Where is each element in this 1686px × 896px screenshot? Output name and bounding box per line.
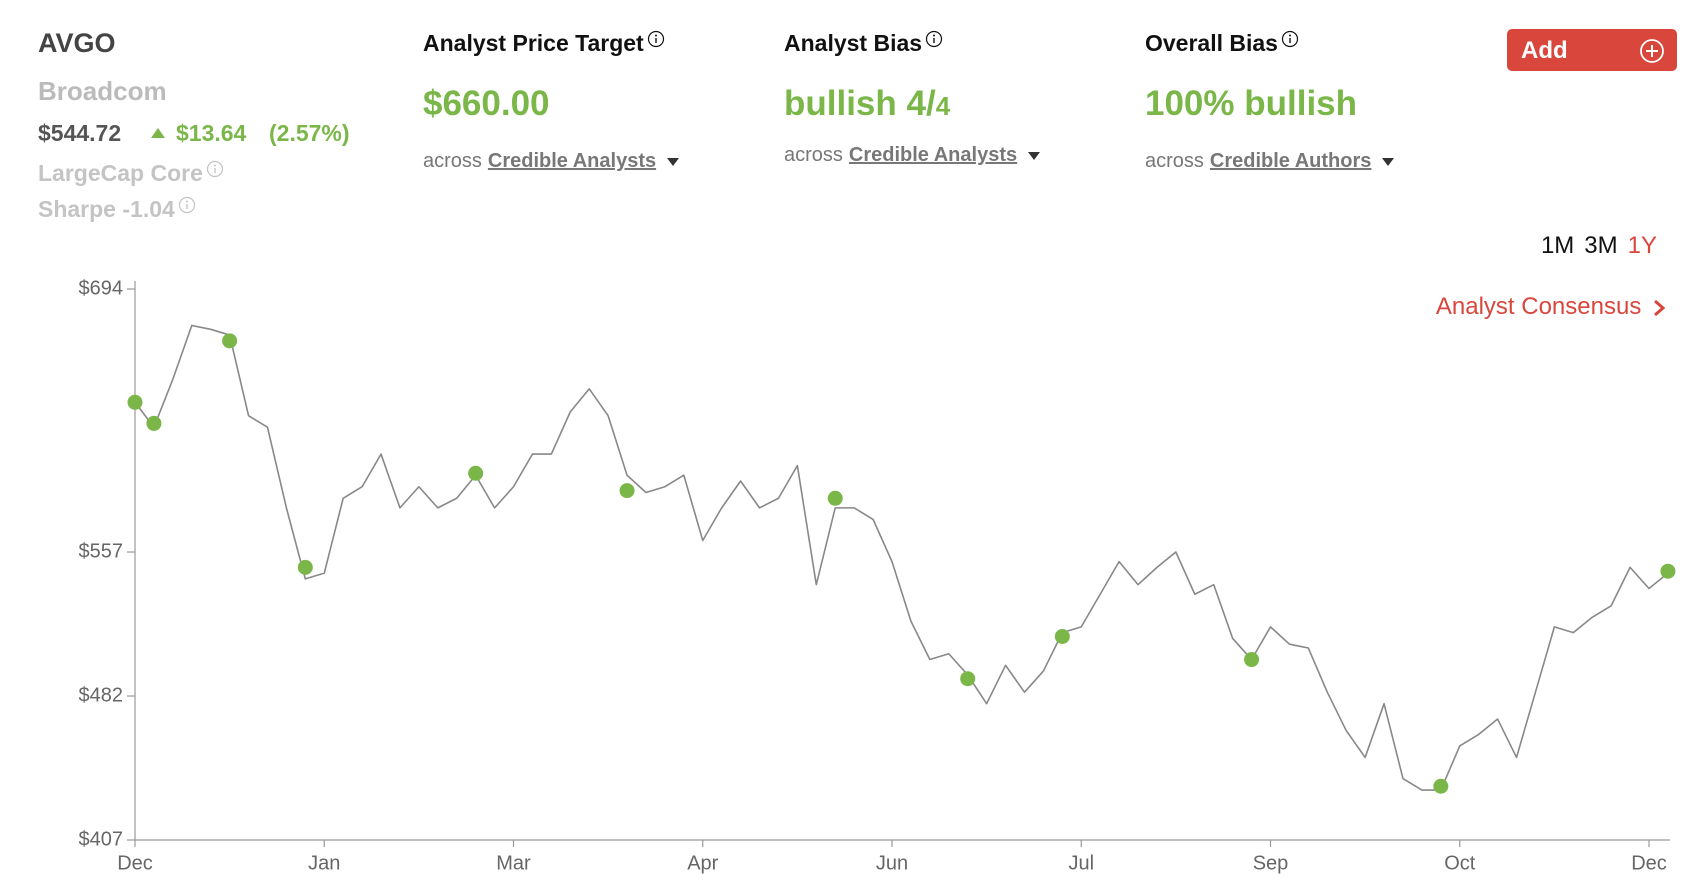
style: LargeCap Core [38,160,224,187]
column-title-text: Analyst Price Target [423,30,644,56]
up-arrow [151,128,165,138]
rating-marker [468,465,484,481]
x-tick-label: Dec [117,852,153,874]
rating-marker [146,415,162,431]
consensus-link[interactable]: Analyst Consensus [1436,293,1666,321]
range-selector: 1M 3M 1Y [1531,232,1657,260]
rating-marker [1054,628,1070,644]
rating-marker [1660,563,1676,579]
column-title: Analyst Price Target [423,30,665,57]
rating-marker [1244,652,1260,668]
info-icon [178,196,195,214]
info-icon [206,160,223,178]
column-value-text: 100% bullish [1145,84,1358,123]
column-title: Overall Bias [1145,30,1299,57]
rating-marker [619,483,635,499]
rating-marker [827,490,843,506]
across-text: across [423,150,482,172]
sharpe-text: Sharpe -1.04 [38,196,175,222]
chevron [1654,299,1666,316]
price-line [134,324,1669,791]
add-button[interactable]: Add [1507,29,1677,71]
price: $544.72 [38,120,122,146]
rating-marker [127,394,143,410]
column-value-small: 4 [935,91,951,121]
dropdown-arrow [1028,152,1041,160]
column-value: $660.00 [423,84,550,124]
x-tick-label: Apr [687,852,718,874]
dropdown-arrow [667,158,680,166]
column-title-text: Analyst Bias [784,30,923,56]
y-tick-label: $482 [79,684,124,706]
range-option[interactable]: 1Y [1627,232,1657,259]
change-pct: (2.57%) [269,120,350,146]
info-icon [647,30,664,48]
column-title: Analyst Bias [784,30,943,57]
x-tick-label: Oct [1444,852,1476,874]
ticker: AVGO [38,28,116,58]
source-link[interactable]: Credible Analysts [487,150,657,172]
x-tick-label: Jul [1068,852,1094,874]
range-option[interactable]: 3M [1584,232,1618,259]
rating-marker [297,559,313,575]
column-value-text: bullish 4/ [784,84,936,123]
plus-icon [1640,39,1664,63]
column-across: across Credible Authors [1145,150,1395,173]
x-tick-label: Sep [1253,852,1289,874]
rating-marker [1433,778,1449,794]
y-tick-label: $694 [79,277,124,299]
source-link[interactable]: Credible Analysts [848,144,1018,166]
column-across: across Credible Analysts [423,150,680,173]
across-text: across [784,144,843,166]
dropdown-arrow [1382,158,1395,166]
x-tick-label: Dec [1631,852,1667,874]
column-across: across Credible Analysts [784,144,1041,167]
style-text: LargeCap Core [38,160,203,186]
column-value: bullish 4/4 [784,84,950,124]
consensus-text: Analyst Consensus [1435,293,1642,320]
column-title-text: Overall Bias [1145,30,1278,56]
change: $13.64 [176,120,247,146]
x-tick-label: Jun [876,852,908,874]
across-text: across [1145,150,1204,172]
y-tick-label: $407 [79,828,124,850]
x-tick-label: Mar [496,852,531,874]
rating-marker [222,333,238,349]
rating-marker [960,671,976,687]
info-icon [925,30,943,48]
source-link[interactable]: Credible Authors [1209,150,1372,172]
column-value-text: $660.00 [423,84,550,123]
x-tick-label: Jan [308,852,340,874]
sharpe: Sharpe -1.04 [38,196,196,223]
add-label: Add [1521,37,1568,64]
column-value: 100% bullish [1145,84,1357,124]
company-name: Broadcom [38,76,167,106]
y-tick-label: $557 [79,540,124,562]
range-option[interactable]: 1M [1540,232,1575,259]
info-icon [1281,30,1299,48]
